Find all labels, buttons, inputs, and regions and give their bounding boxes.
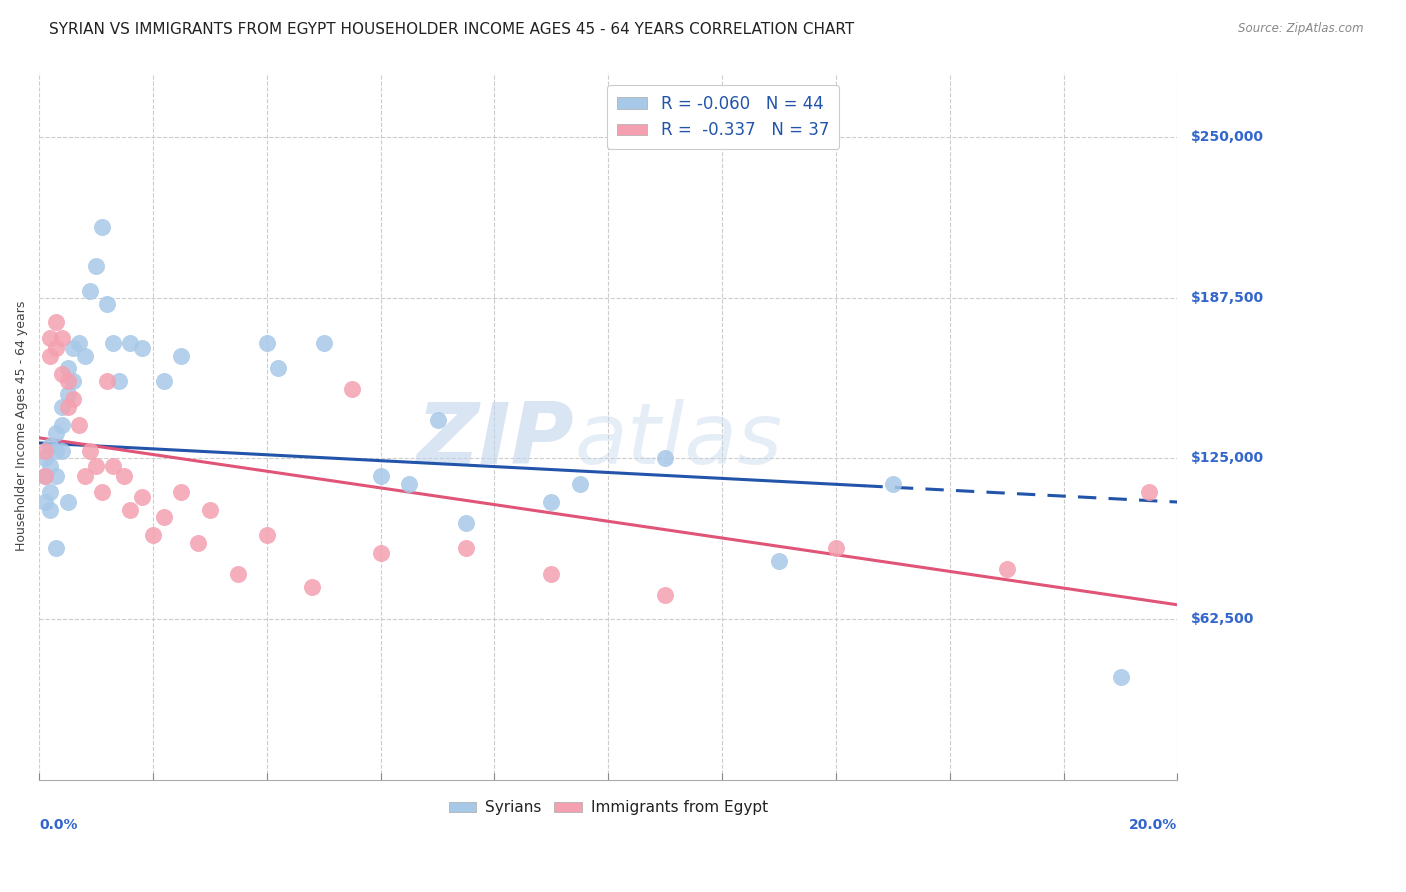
Point (51, 400, 73, 414)
Point (1109, 670, 1132, 684)
Point (34, 495, 56, 509)
Text: $187,500: $187,500 (1191, 291, 1264, 305)
Point (39, 349, 62, 363)
Point (153, 510, 176, 524)
Point (256, 528, 278, 542)
Point (45, 443, 67, 458)
Point (84, 458, 107, 473)
Point (370, 546, 392, 560)
Point (142, 528, 165, 542)
Point (340, 382, 363, 396)
Point (101, 458, 124, 473)
Point (540, 566, 562, 581)
Point (34, 451, 56, 466)
Point (120, 335, 142, 350)
Text: $125,000: $125,000 (1191, 451, 1264, 466)
Point (114, 469, 136, 483)
Point (34, 469, 56, 483)
Legend: Syrians, Immigrants from Egypt: Syrians, Immigrants from Egypt (443, 794, 773, 822)
Point (56, 400, 79, 414)
Point (51, 443, 73, 458)
Point (170, 349, 193, 363)
Point (96, 374, 118, 388)
Point (568, 477, 591, 491)
Text: 0.0%: 0.0% (39, 818, 77, 832)
Point (56, 374, 79, 388)
Point (312, 335, 335, 350)
Point (73, 349, 96, 363)
Text: atlas: atlas (574, 399, 782, 482)
Point (45, 341, 67, 355)
Point (882, 477, 904, 491)
Point (426, 413, 449, 427)
Point (45, 425, 67, 440)
Point (51, 330, 73, 344)
Point (654, 588, 676, 602)
Point (56, 361, 79, 376)
Point (267, 361, 290, 376)
Point (398, 477, 420, 491)
Text: $250,000: $250,000 (1191, 130, 1264, 145)
Text: $62,500: $62,500 (1191, 612, 1254, 626)
Point (101, 335, 124, 350)
Point (454, 541, 477, 556)
Text: SYRIAN VS IMMIGRANTS FROM EGYPT HOUSEHOLDER INCOME AGES 45 - 64 YEARS CORRELATIO: SYRIAN VS IMMIGRANTS FROM EGYPT HOUSEHOL… (49, 22, 855, 37)
Point (90, 484, 112, 499)
Text: ZIP: ZIP (416, 399, 574, 482)
Point (825, 541, 848, 556)
Point (62, 374, 84, 388)
Point (67, 335, 90, 350)
Point (39, 330, 62, 344)
Point (96, 297, 118, 311)
Point (131, 490, 153, 504)
Point (62, 341, 84, 355)
Point (39, 484, 62, 499)
Point (62, 392, 84, 407)
Point (768, 554, 790, 568)
Point (67, 417, 90, 432)
Point (454, 516, 477, 530)
Point (198, 502, 221, 516)
Point (540, 495, 562, 509)
Point (1137, 484, 1160, 499)
Point (79, 443, 101, 458)
Y-axis label: Householder Income Ages 45 - 64 years: Householder Income Ages 45 - 64 years (15, 301, 28, 551)
Point (170, 484, 193, 499)
Point (45, 315, 67, 329)
Point (39, 438, 62, 452)
Point (51, 417, 73, 432)
Point (56, 387, 79, 401)
Point (45, 469, 67, 483)
Point (256, 335, 278, 350)
Point (84, 259, 107, 273)
Point (90, 220, 112, 235)
Point (370, 469, 392, 483)
Point (301, 580, 323, 594)
Point (79, 285, 101, 299)
Point (107, 374, 129, 388)
Point (131, 341, 153, 355)
Point (39, 458, 62, 473)
Point (51, 367, 73, 381)
Point (153, 374, 176, 388)
Point (73, 469, 96, 483)
Text: 20.0%: 20.0% (1129, 818, 1177, 832)
Point (34, 443, 56, 458)
Point (56, 495, 79, 509)
Point (39, 502, 62, 516)
Point (45, 541, 67, 556)
Point (654, 451, 676, 466)
Point (995, 562, 1018, 576)
Point (228, 566, 250, 581)
Point (34, 469, 56, 483)
Point (120, 502, 142, 516)
Point (187, 536, 209, 550)
Text: Source: ZipAtlas.com: Source: ZipAtlas.com (1239, 22, 1364, 36)
